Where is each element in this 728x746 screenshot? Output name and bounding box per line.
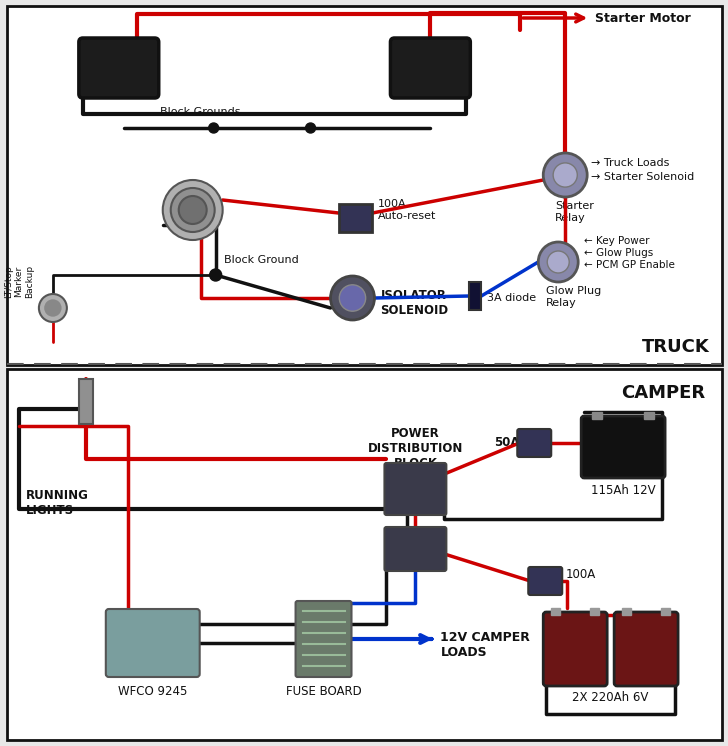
Bar — [622, 608, 631, 615]
Circle shape — [171, 188, 215, 232]
Text: CAMPER: CAMPER — [621, 384, 705, 402]
FancyBboxPatch shape — [614, 612, 678, 686]
Text: 3A diode: 3A diode — [487, 293, 537, 303]
Text: POWER
DISTRIBUTION
BLOCK: POWER DISTRIBUTION BLOCK — [368, 427, 463, 470]
Text: 115Ah 12V: 115Ah 12V — [591, 484, 655, 497]
FancyBboxPatch shape — [518, 429, 551, 457]
Text: ← Key Power: ← Key Power — [584, 236, 649, 246]
FancyBboxPatch shape — [106, 609, 199, 677]
Bar — [79, 379, 93, 424]
Text: 100A
Auto-reset: 100A Auto-reset — [377, 199, 436, 221]
FancyBboxPatch shape — [390, 38, 470, 98]
Text: FUSE BOARD: FUSE BOARD — [285, 685, 361, 698]
FancyBboxPatch shape — [543, 612, 607, 686]
Text: 12V CAMPER
LOADS: 12V CAMPER LOADS — [440, 631, 530, 659]
Text: ← PCM GP Enable: ← PCM GP Enable — [584, 260, 675, 270]
Text: LT/Stop
Marker
Backup: LT/Stop Marker Backup — [4, 265, 33, 298]
FancyBboxPatch shape — [529, 567, 562, 595]
Text: → Starter Solenoid: → Starter Solenoid — [591, 172, 695, 182]
Text: 50A: 50A — [494, 436, 520, 450]
Circle shape — [538, 242, 578, 282]
Circle shape — [210, 269, 221, 281]
Bar — [590, 608, 599, 615]
Text: Block Ground: Block Ground — [223, 255, 298, 265]
Circle shape — [306, 123, 315, 133]
Text: Glow Plug
Relay: Glow Plug Relay — [546, 286, 601, 307]
Circle shape — [547, 251, 569, 273]
Text: RUNNING
LIGHTS: RUNNING LIGHTS — [26, 489, 89, 517]
Circle shape — [163, 180, 223, 240]
FancyBboxPatch shape — [7, 369, 722, 740]
FancyBboxPatch shape — [296, 601, 352, 677]
Circle shape — [39, 294, 67, 322]
Text: Starter Motor: Starter Motor — [596, 11, 691, 25]
Text: Starter
Relay: Starter Relay — [555, 201, 594, 222]
FancyBboxPatch shape — [7, 6, 722, 365]
Bar — [551, 608, 561, 615]
Bar — [661, 608, 670, 615]
Bar — [339, 204, 373, 232]
Text: TRUCK: TRUCK — [642, 338, 710, 356]
Circle shape — [178, 196, 207, 224]
Text: 2X 220Ah 6V: 2X 220Ah 6V — [572, 691, 649, 704]
FancyBboxPatch shape — [384, 463, 446, 515]
Text: Block Grounds: Block Grounds — [160, 107, 241, 117]
Text: 100A: 100A — [565, 568, 596, 581]
Bar — [592, 412, 602, 419]
Circle shape — [553, 163, 577, 187]
Text: → Truck Loads: → Truck Loads — [591, 158, 670, 168]
Text: WFCO 9245: WFCO 9245 — [118, 685, 187, 698]
Text: ← Glow Plugs: ← Glow Plugs — [584, 248, 654, 258]
FancyBboxPatch shape — [79, 38, 159, 98]
Bar — [470, 282, 481, 310]
Text: ISOLATOR
SOLENOID: ISOLATOR SOLENOID — [381, 289, 448, 317]
Circle shape — [331, 276, 374, 320]
FancyBboxPatch shape — [384, 527, 446, 571]
Circle shape — [209, 123, 218, 133]
Circle shape — [543, 153, 587, 197]
Circle shape — [45, 300, 61, 316]
FancyBboxPatch shape — [581, 416, 665, 478]
Circle shape — [339, 285, 365, 311]
Bar — [644, 412, 654, 419]
